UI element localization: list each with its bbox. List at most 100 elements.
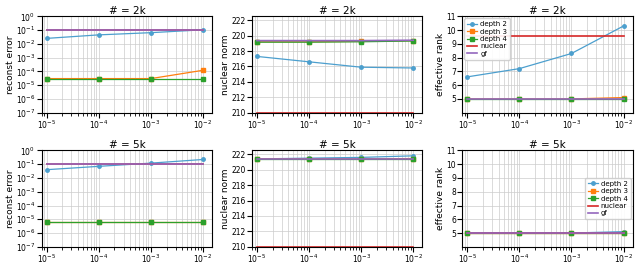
- gf: [515, 97, 523, 101]
- depth 4: [95, 77, 102, 80]
- gf: [463, 231, 471, 235]
- nuclear: [568, 231, 575, 235]
- depth 2: [515, 231, 523, 235]
- depth 3: [43, 77, 51, 80]
- gf: [199, 28, 207, 31]
- gf: [147, 162, 155, 166]
- Title: # = 5k: # = 5k: [109, 140, 145, 150]
- depth 4: [305, 157, 313, 160]
- nuclear: [253, 245, 260, 249]
- gf: [43, 28, 51, 31]
- depth 2: [620, 24, 627, 28]
- gf: [199, 162, 207, 166]
- depth 2: [147, 162, 155, 165]
- depth 3: [305, 40, 313, 43]
- Line: depth 4: depth 4: [255, 157, 415, 161]
- depth 2: [568, 231, 575, 235]
- depth 2: [357, 156, 365, 159]
- Line: depth 2: depth 2: [465, 24, 625, 79]
- Line: depth 4: depth 4: [45, 221, 205, 224]
- gf: [410, 157, 417, 160]
- depth 4: [515, 231, 523, 235]
- nuclear: [305, 111, 313, 114]
- depth 4: [620, 97, 627, 101]
- nuclear: [463, 231, 471, 235]
- nuclear: [253, 111, 260, 114]
- nuclear: [515, 231, 523, 235]
- nuclear: [199, 28, 207, 31]
- Legend: depth 2, depth 3, depth 4, nuclear, gf: depth 2, depth 3, depth 4, nuclear, gf: [464, 18, 510, 60]
- depth 2: [357, 66, 365, 69]
- nuclear: [463, 35, 471, 38]
- depth 2: [43, 37, 51, 40]
- Title: # = 5k: # = 5k: [529, 140, 566, 150]
- Line: depth 2: depth 2: [255, 154, 415, 161]
- gf: [147, 28, 155, 31]
- Title: # = 2k: # = 2k: [529, 6, 566, 15]
- depth 4: [147, 221, 155, 224]
- depth 2: [43, 168, 51, 171]
- depth 3: [620, 231, 627, 235]
- depth 3: [410, 39, 417, 42]
- depth 2: [147, 31, 155, 34]
- Line: depth 2: depth 2: [465, 230, 625, 235]
- nuclear: [199, 162, 207, 166]
- nuclear: [43, 28, 51, 31]
- Y-axis label: reconst error: reconst error: [6, 169, 15, 228]
- depth 4: [463, 231, 471, 235]
- depth 3: [305, 157, 313, 160]
- Line: depth 4: depth 4: [255, 39, 415, 44]
- gf: [515, 231, 523, 235]
- gf: [568, 231, 575, 235]
- depth 4: [410, 39, 417, 43]
- nuclear: [95, 28, 102, 31]
- depth 3: [568, 97, 575, 101]
- depth 2: [410, 66, 417, 70]
- Y-axis label: nuclear norm: nuclear norm: [221, 34, 230, 95]
- Line: depth 2: depth 2: [45, 158, 205, 172]
- Line: gf: gf: [257, 40, 413, 41]
- depth 2: [463, 231, 471, 235]
- nuclear: [305, 245, 313, 249]
- Legend: depth 2, depth 3, depth 4, nuclear, gf: depth 2, depth 3, depth 4, nuclear, gf: [585, 178, 630, 219]
- depth 3: [463, 231, 471, 235]
- Y-axis label: effective rank: effective rank: [436, 167, 445, 230]
- gf: [620, 97, 627, 101]
- gf: [620, 231, 627, 235]
- depth 3: [357, 157, 365, 160]
- nuclear: [147, 28, 155, 31]
- gf: [95, 162, 102, 166]
- depth 2: [515, 67, 523, 70]
- Line: depth 3: depth 3: [45, 69, 205, 80]
- depth 3: [43, 221, 51, 224]
- Line: depth 3: depth 3: [255, 157, 415, 161]
- Line: depth 4: depth 4: [45, 77, 205, 80]
- depth 3: [568, 231, 575, 235]
- depth 2: [253, 157, 260, 160]
- depth 4: [463, 97, 471, 101]
- nuclear: [147, 162, 155, 166]
- depth 4: [147, 77, 155, 80]
- nuclear: [95, 162, 102, 166]
- gf: [43, 162, 51, 166]
- depth 3: [199, 69, 207, 72]
- depth 3: [95, 221, 102, 224]
- depth 2: [305, 60, 313, 63]
- Line: depth 3: depth 3: [465, 231, 625, 235]
- Y-axis label: reconst error: reconst error: [6, 35, 15, 94]
- gf: [305, 39, 313, 42]
- nuclear: [620, 231, 627, 235]
- depth 4: [253, 41, 260, 44]
- gf: [305, 157, 313, 160]
- depth 3: [147, 77, 155, 80]
- Line: depth 2: depth 2: [45, 28, 205, 40]
- depth 4: [253, 157, 260, 160]
- depth 4: [568, 97, 575, 101]
- depth 2: [410, 154, 417, 157]
- Line: depth 3: depth 3: [255, 39, 415, 44]
- depth 2: [463, 75, 471, 79]
- depth 3: [199, 221, 207, 224]
- depth 3: [357, 40, 365, 43]
- Line: depth 3: depth 3: [45, 221, 205, 224]
- depth 2: [305, 157, 313, 160]
